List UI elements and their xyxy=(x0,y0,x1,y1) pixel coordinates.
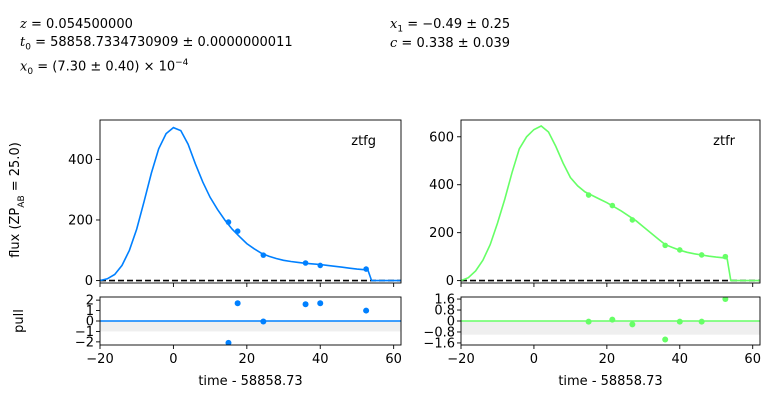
pull-y-tick-label: 0 xyxy=(86,315,94,330)
data-point-ztfr xyxy=(585,192,592,198)
pull-point-ztfr xyxy=(609,316,616,323)
pull-y-tick-label: −1 xyxy=(75,325,94,340)
x-tick-label: −20 xyxy=(86,352,113,367)
data-point-ztfr xyxy=(609,202,616,209)
data-point-ztfr xyxy=(722,253,729,260)
band-label-ztfg: ztfg xyxy=(351,134,376,149)
flux-plot-ztfr xyxy=(461,125,760,282)
x-tick-label: 0 xyxy=(530,352,538,367)
pull-point-ztfg xyxy=(234,300,241,307)
flux-axes-frame xyxy=(99,119,402,284)
flux-plot-ztfg xyxy=(100,126,401,282)
data-point-ztfg xyxy=(225,219,232,225)
param-c: c = 0.338 ± 0.039 xyxy=(390,36,511,51)
pull-point-ztfg xyxy=(260,318,267,325)
x-tick-label: −20 xyxy=(447,352,474,367)
param-x0-value: (7.30 ± 0.40) × 10 xyxy=(52,59,176,75)
pull-y-tick-label: 0 xyxy=(447,315,455,330)
pull-y-tick-label: 1.6 xyxy=(434,293,455,308)
y-tick-label: 400 xyxy=(68,153,93,168)
data-point-ztfg xyxy=(260,252,267,258)
pull-y-tick-label: −1.6 xyxy=(423,336,455,351)
x-tick-label: 40 xyxy=(672,352,689,367)
param-z: z = 0.054500000 xyxy=(20,17,133,32)
x-axis-label: time - 58858.73 xyxy=(558,374,662,389)
pull-plot-ztfg xyxy=(100,300,401,345)
param-x1: x1 = −0.49 ± 0.25 xyxy=(390,17,511,35)
pull-y-tick-label: 0.8 xyxy=(434,304,455,319)
pull-y-tick-label: −2 xyxy=(75,335,94,350)
y-tick-label: 0 xyxy=(85,274,93,289)
model-curve-ztfr xyxy=(461,125,760,282)
pull-band xyxy=(461,321,760,335)
x-tick-label: 40 xyxy=(312,352,329,367)
x-tick-label: 60 xyxy=(744,352,761,367)
param-t0: t0 = 58858.7334730909 ± 0.0000000011 xyxy=(20,35,293,53)
x-axis-label: time - 58858.73 xyxy=(198,374,302,389)
pull-point-ztfr xyxy=(698,318,705,325)
data-point-ztfg xyxy=(317,262,324,269)
flux-axis-label: flux (ZPAB = 25.0) xyxy=(8,142,27,258)
pull-axis-label: pull xyxy=(12,309,27,333)
pull-point-ztfr xyxy=(662,336,669,343)
pull-point-ztfg xyxy=(225,339,232,345)
pull-point-ztfr xyxy=(585,318,592,325)
y-tick-label: 200 xyxy=(429,226,454,241)
x-tick-label: 60 xyxy=(385,352,402,367)
pull-y-tick-label: 1 xyxy=(86,304,94,319)
pull-band xyxy=(100,321,401,332)
param-z-value: 0.054500000 xyxy=(46,17,133,32)
param-x0: x0 = (7.30 ± 0.40) × 10−4 xyxy=(20,58,189,77)
data-point-ztfg xyxy=(363,266,369,272)
x-tick-label: 20 xyxy=(239,352,256,367)
data-point-ztfr xyxy=(676,247,683,253)
x-tick-label: 0 xyxy=(169,352,177,367)
data-point-ztfr xyxy=(629,217,636,223)
pull-plot-ztfr xyxy=(461,297,760,343)
data-point-ztfg xyxy=(234,228,241,234)
pull-y-tick-label: −0.8 xyxy=(423,325,455,340)
data-point-ztfr xyxy=(698,252,705,258)
y-tick-label: 400 xyxy=(429,178,454,193)
band-label-ztfr: ztfr xyxy=(713,134,735,149)
data-point-ztfg xyxy=(302,260,309,266)
y-tick-label: 600 xyxy=(429,130,454,145)
data-point-ztfr xyxy=(662,242,668,249)
pull-point-ztfg xyxy=(317,300,324,307)
param-t0-value: 58858.7334730909 ± 0.0000000011 xyxy=(50,35,293,50)
pull-point-ztfr xyxy=(676,318,683,325)
y-tick-label: 200 xyxy=(68,213,93,228)
pull-y-tick-label: 2 xyxy=(86,294,94,309)
pull-point-ztfg xyxy=(363,307,370,314)
pull-point-ztfr xyxy=(722,297,729,303)
x-tick-label: 20 xyxy=(599,352,616,367)
model-curve-ztfg xyxy=(100,126,401,282)
y-tick-label: 0 xyxy=(446,274,454,289)
pull-point-ztfr xyxy=(629,321,636,328)
pull-point-ztfg xyxy=(302,301,309,308)
param-x1-value: −0.49 ± 0.25 xyxy=(422,17,511,32)
param-x0-exponent: −4 xyxy=(175,58,189,68)
param-c-value: 0.338 ± 0.039 xyxy=(416,36,511,51)
flux-axes-frame xyxy=(460,119,761,284)
